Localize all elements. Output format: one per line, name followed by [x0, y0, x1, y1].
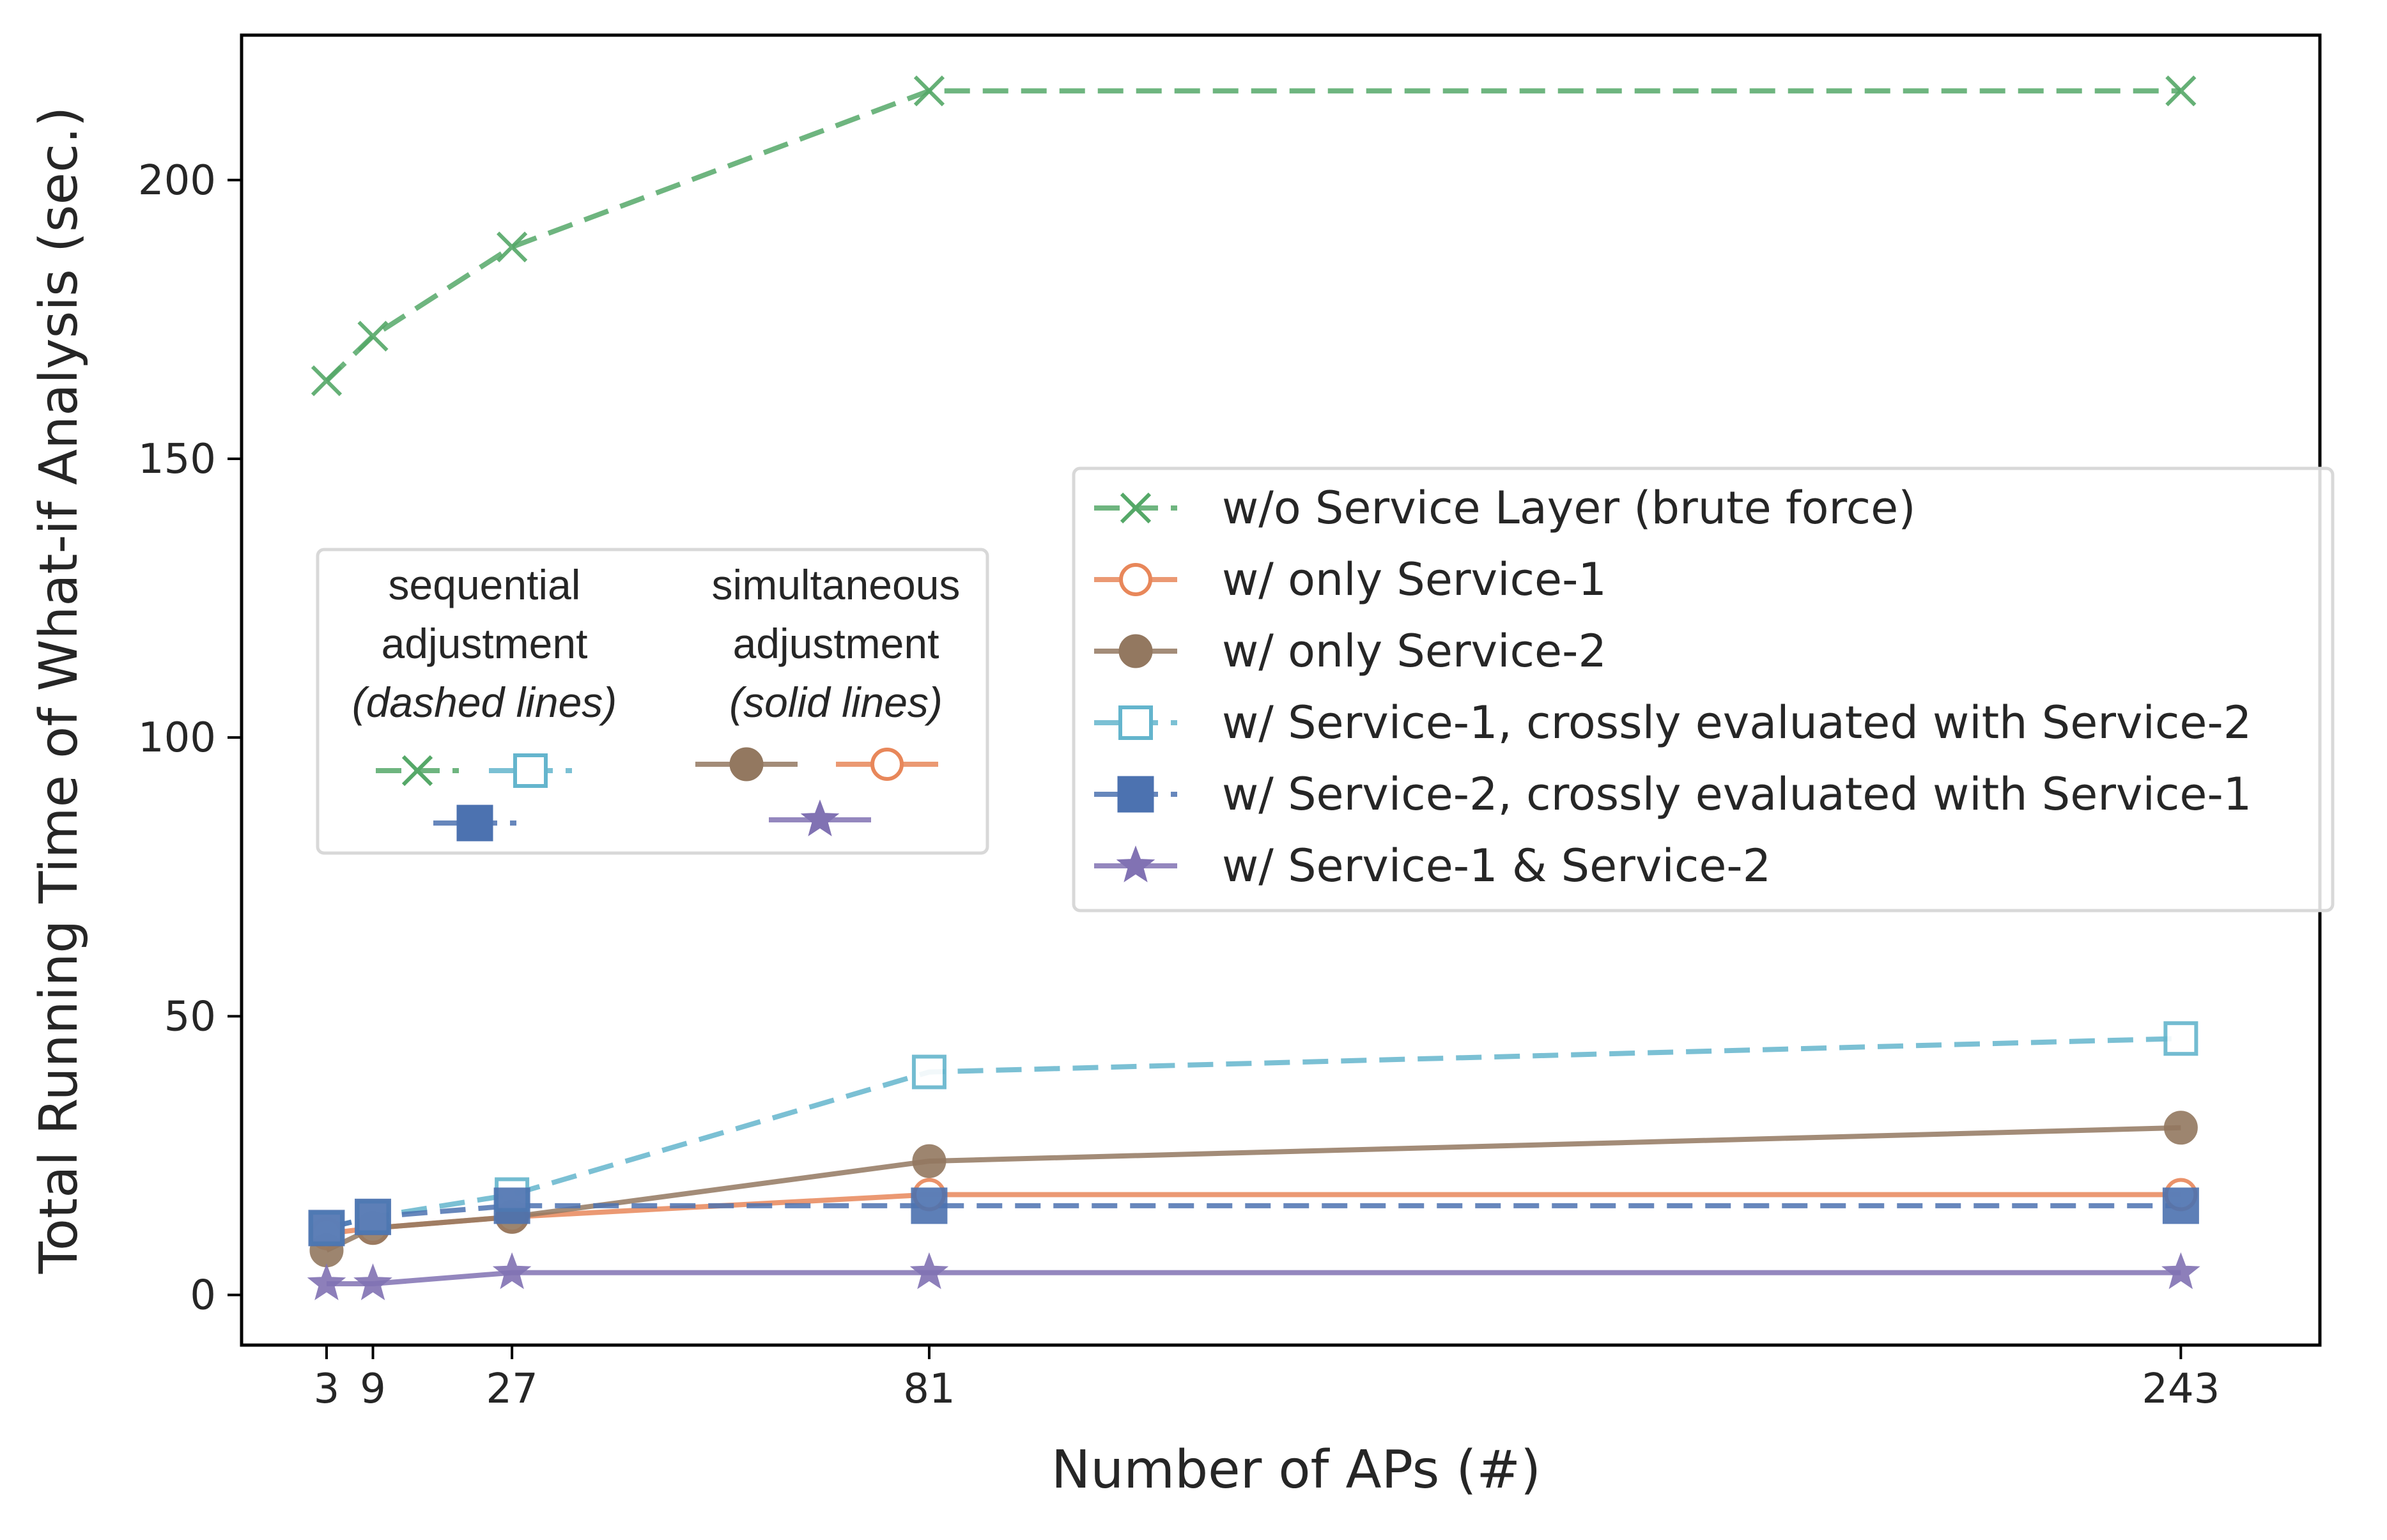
point-s1x-243	[2163, 1021, 2198, 1056]
point-brute-3-stroke-b	[311, 365, 343, 396]
inset-sample-marker-both	[800, 799, 840, 836]
inset-legend: sequential adjustment (dashed lines) sim…	[316, 548, 989, 855]
inset-simultaneous-line1: simultaneous	[712, 561, 961, 608]
legend-marker-s2x	[1117, 776, 1154, 813]
point-both-9	[353, 1263, 392, 1300]
series-layer	[307, 75, 2200, 1300]
inset-sequential-line1: sequential	[389, 561, 581, 608]
legend-label-brute: w/o Service Layer (brute force)	[1222, 482, 1916, 534]
point-both-243	[2161, 1252, 2200, 1290]
y-tick-label-0: 0	[190, 1272, 216, 1319]
legend-label-both: w/ Service-1 & Service-2	[1222, 840, 1771, 892]
point-both-81	[909, 1252, 949, 1290]
legend-marker-s1x	[1118, 705, 1153, 740]
x-tick-label-27: 27	[486, 1366, 537, 1413]
inset-sample-marker-s1	[870, 748, 904, 781]
axis-ticks: 3 9 27 81 243 0 50 100 150 200	[138, 157, 2220, 1413]
point-brute-243	[2165, 75, 2197, 107]
inset-legend-box	[316, 548, 989, 855]
series-line-s2x	[326, 1203, 2181, 1231]
point-brute-9	[357, 320, 389, 352]
x-tick-label-3: 3	[314, 1366, 340, 1413]
point-brute-81-stroke-b	[913, 75, 945, 107]
point-brute-243-stroke-b	[2165, 75, 2197, 107]
point-brute-9-stroke-b	[357, 320, 389, 352]
legend-label-s2x: w/ Service-2, crossly evaluated with Ser…	[1222, 768, 2252, 820]
y-tick-label-50: 50	[164, 993, 216, 1040]
y-tick-label-150: 150	[138, 436, 216, 483]
y-tick-label-200: 200	[138, 157, 216, 204]
point-brute-27-stroke-b	[497, 231, 528, 263]
series-line-brute	[325, 88, 2181, 383]
legend-label-s2: w/ only Service-2	[1222, 625, 1607, 677]
point-brute-27	[497, 231, 528, 263]
legend-marker-brute	[1120, 492, 1152, 524]
inset-sample-marker-s2x	[456, 805, 493, 842]
x-tick-label-9: 9	[360, 1366, 386, 1413]
legend-marker-brute-stroke-b	[1120, 492, 1152, 524]
inset-sample-marker-brute-stroke-b	[401, 755, 433, 787]
series-markers-brute	[311, 75, 2197, 396]
x-tick-label-81: 81	[903, 1366, 955, 1413]
y-tick-label-100: 100	[138, 714, 216, 762]
legend-marker-both	[1116, 845, 1155, 882]
main-legend-box	[1072, 466, 2335, 912]
inset-sample-marker-brute	[401, 755, 433, 787]
point-s2x-9	[355, 1198, 392, 1235]
point-s2x-81	[911, 1187, 948, 1224]
point-both-3	[307, 1263, 346, 1300]
x-axis-title: Number of APs (#)	[1051, 1440, 1541, 1500]
legend-label-s1: w/ only Service-1	[1222, 553, 1607, 606]
inset-sample-marker-s2	[729, 747, 764, 782]
legend-marker-s1	[1119, 563, 1152, 596]
series-markers-both	[307, 1252, 2200, 1300]
series-line-s1x	[326, 1036, 2181, 1231]
inset-sequential-line2: adjustment	[382, 620, 588, 667]
point-brute-81	[913, 75, 945, 107]
point-s2x-243	[2162, 1187, 2199, 1224]
point-s2x-27	[493, 1187, 530, 1224]
inset-simultaneous-line3: (solid lines)	[729, 679, 943, 726]
legend-marker-s2	[1118, 634, 1153, 668]
point-brute-3	[311, 365, 343, 396]
inset-sequential-line3: (dashed lines)	[352, 679, 617, 726]
series-markers-s2x	[308, 1187, 2199, 1247]
point-s2-81	[912, 1144, 946, 1178]
point-s2x-3	[308, 1210, 345, 1247]
inset-simultaneous-line2: adjustment	[733, 620, 939, 667]
inset-sample-marker-s1x	[513, 753, 548, 788]
main-legend: w/o Service Layer (brute force) w/ only S…	[1072, 466, 2335, 912]
y-axis-title: Total Running Time of What-if Analysis (…	[29, 107, 89, 1274]
point-s2-243	[2163, 1111, 2198, 1145]
x-tick-label-243: 243	[2142, 1366, 2220, 1413]
legend-label-s1x: w/ Service-1, crossly evaluated with Ser…	[1222, 697, 2252, 749]
point-both-27	[492, 1252, 532, 1290]
point-s1x-81	[911, 1054, 946, 1090]
